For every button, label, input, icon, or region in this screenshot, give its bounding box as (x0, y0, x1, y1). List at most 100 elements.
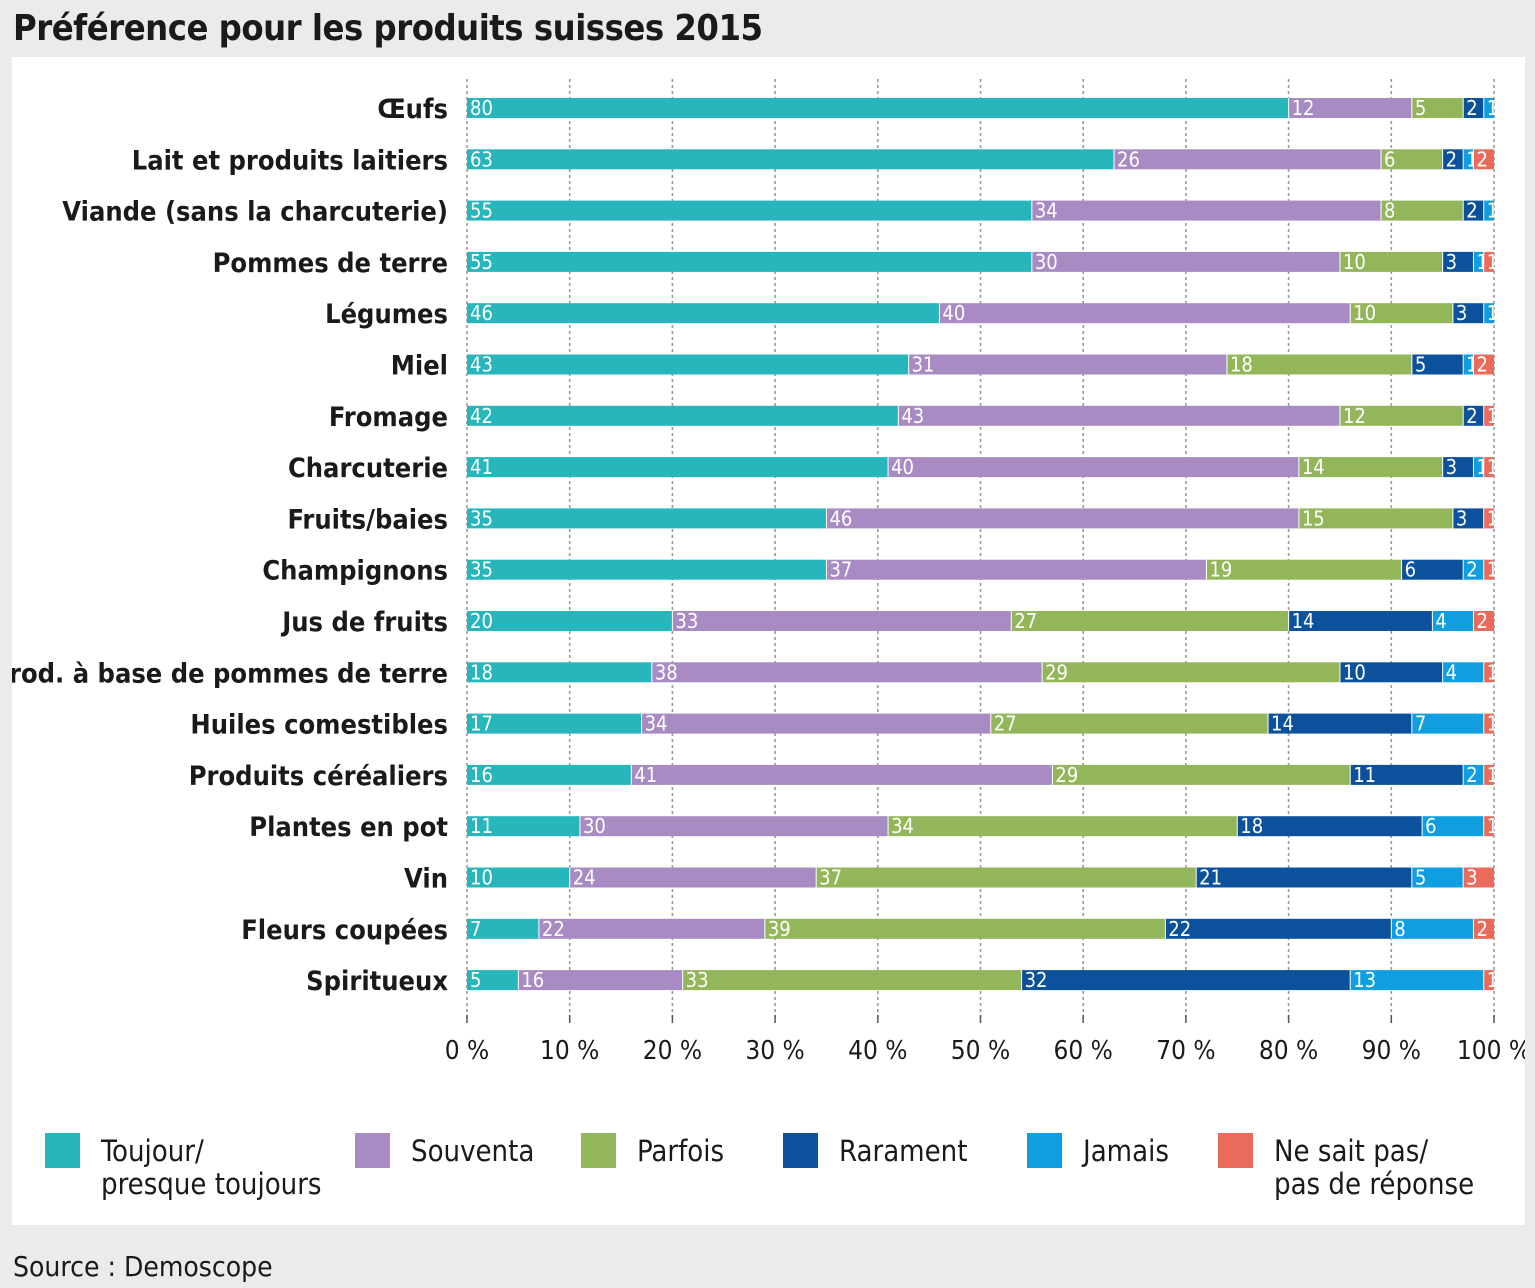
data-label: 7 (1415, 712, 1426, 736)
data-label: 2 (1476, 917, 1487, 941)
bar-segment (1473, 354, 1494, 375)
data-label: 42 (470, 404, 493, 428)
legend-swatch (1027, 1133, 1062, 1168)
category-label: Légumes (325, 299, 448, 330)
data-label: 1 (1487, 455, 1498, 479)
bar-segment (467, 405, 899, 426)
data-label: 3 (1446, 250, 1457, 274)
bar-segment (1350, 970, 1484, 991)
data-label: 5 (1415, 866, 1426, 890)
bar-segment (467, 98, 1289, 118)
data-label: 40 (942, 301, 965, 325)
bar-segment (1463, 200, 1484, 221)
x-tick-label: 40 % (848, 1036, 907, 1066)
bar-segment (1483, 303, 1494, 324)
x-tick-label: 50 % (951, 1036, 1010, 1066)
data-label: 43 (901, 404, 924, 428)
data-label: 5 (470, 968, 481, 992)
bar-segment (1463, 405, 1484, 426)
data-label: 29 (1055, 763, 1078, 787)
source-note: Source : Demoscope (13, 1250, 273, 1283)
bar-segment (1226, 354, 1412, 375)
category-label: Lait et produits laitiers (132, 145, 448, 176)
data-label: 5 (1415, 353, 1426, 377)
legend-swatch (1218, 1133, 1253, 1168)
data-label: 1 (1487, 968, 1498, 992)
data-label: 6 (1405, 558, 1416, 582)
bar-segment (1473, 251, 1484, 272)
category-label: Prod. à base de pommes de terre (12, 658, 448, 689)
bar-segment (1031, 251, 1340, 272)
data-label: 34 (1035, 199, 1058, 223)
bar-segment (467, 354, 909, 375)
legend-swatch (355, 1133, 390, 1168)
bar-segment (1298, 508, 1453, 529)
data-label: 24 (573, 866, 596, 890)
legend-label: presque toujours (101, 1167, 322, 1201)
bar-segment (826, 508, 1299, 529)
bar-segment (1483, 200, 1494, 221)
bar-segment (631, 764, 1053, 785)
chart-title: Préférence pour les produits suisses 201… (13, 8, 763, 49)
data-label: 2 (1466, 558, 1477, 582)
data-label: 13 (1353, 968, 1376, 992)
bar-segment (467, 149, 1115, 170)
data-label: 1 (1487, 660, 1498, 684)
data-label: 1 (1487, 814, 1498, 838)
bar-segment (1350, 764, 1464, 785)
data-label: 16 (470, 763, 493, 787)
data-label: 1 (1487, 763, 1498, 787)
bar-segment (1411, 867, 1464, 888)
data-label: 5 (1415, 96, 1426, 120)
x-tick-label: 70 % (1156, 1036, 1215, 1066)
data-label: 27 (1014, 609, 1037, 633)
data-label: 39 (768, 917, 791, 941)
bar-segment (1483, 713, 1494, 734)
category-label: Fromage (329, 402, 448, 433)
data-label: 33 (686, 968, 709, 992)
data-label: 3 (1446, 455, 1457, 479)
bar-segment (518, 970, 683, 991)
bar-segment (467, 200, 1032, 221)
data-label: 12 (1292, 96, 1315, 120)
data-label: 37 (829, 558, 852, 582)
bar-segment (1339, 662, 1443, 683)
bar-segment (1011, 611, 1289, 631)
data-label: 1 (1466, 147, 1477, 171)
category-label: Fleurs coupées (241, 915, 448, 946)
data-label: 1 (1476, 250, 1487, 274)
bar-segment (1483, 457, 1494, 478)
data-label: 2 (1466, 199, 1477, 223)
bar-segment (1483, 559, 1494, 580)
data-label: 63 (470, 147, 493, 171)
data-label: 7 (470, 917, 481, 941)
data-label: 2 (1446, 147, 1457, 171)
category-label: Pommes de terre (213, 248, 448, 279)
data-label: 11 (470, 814, 493, 838)
bar-segment (1422, 816, 1484, 837)
legend-label: pas de réponse (1274, 1167, 1474, 1201)
data-label: 16 (521, 968, 544, 992)
data-label: 41 (634, 763, 657, 787)
bar-segment (1463, 764, 1484, 785)
bar-segment (1288, 98, 1412, 118)
bar-segment (1298, 457, 1443, 478)
bar-segment (1381, 200, 1464, 221)
bar-segment (990, 713, 1269, 734)
data-label: 17 (470, 712, 493, 736)
data-label: 27 (994, 712, 1017, 736)
bar-segment (1339, 405, 1464, 426)
data-label: 19 (1209, 558, 1232, 582)
bar-segment (939, 303, 1351, 324)
category-label: Huiles comestibles (190, 710, 448, 741)
legend-label: Ne sait pas/ (1274, 1134, 1428, 1168)
bar-segment (1483, 662, 1494, 683)
x-tick-label: 100 % (1457, 1036, 1525, 1066)
bar-segment (569, 867, 817, 888)
data-label: 37 (819, 866, 842, 890)
legend-swatch (581, 1133, 616, 1168)
x-tick-label: 80 % (1259, 1036, 1318, 1066)
bar-segment (1442, 457, 1474, 478)
bar-segment (1442, 149, 1464, 170)
